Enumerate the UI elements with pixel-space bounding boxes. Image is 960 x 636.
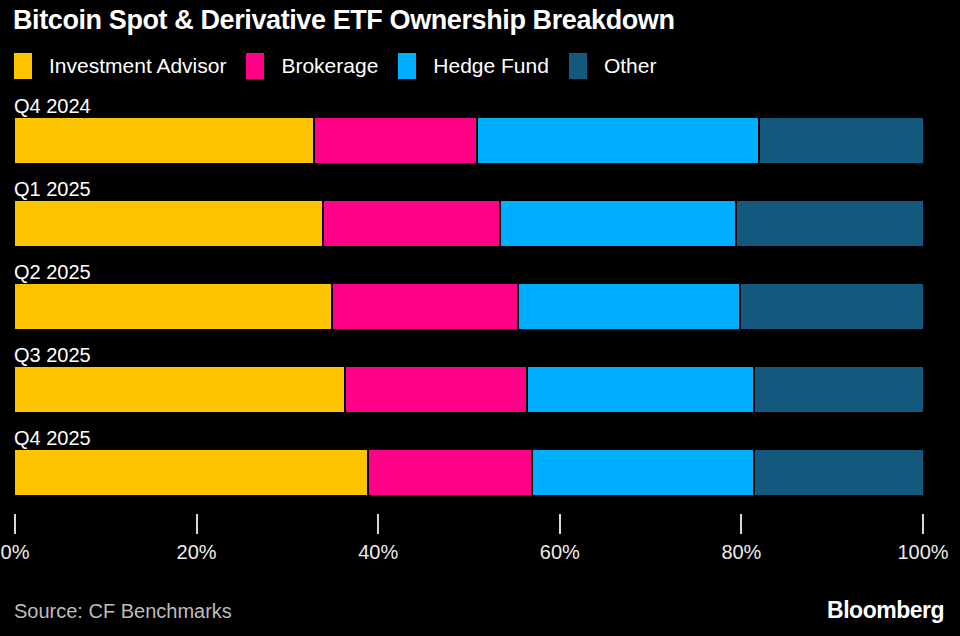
axis-tick-label: 80% [721,541,761,564]
bar-segment-investment-advisor [15,367,346,412]
bar-row: Q4 2025 [0,427,960,495]
axis-tick-label: 40% [358,541,398,564]
legend-swatch-hedge-fund [398,53,416,79]
x-axis: 0%20%40%60%80%100% [15,514,923,576]
axis-tick [14,514,16,534]
chart-panel: Bitcoin Spot & Derivative ETF Ownership … [0,0,960,636]
bar-row: Q3 2025 [0,344,960,412]
legend-label: Brokerage [281,54,378,78]
bar-row: Q1 2025 [0,178,960,246]
category-label: Q2 2025 [0,261,960,284]
legend-swatch-other [569,53,587,79]
bar-segment-hedge-fund [519,284,741,329]
bar-segment-investment-advisor [15,450,369,495]
bar-segment-hedge-fund [533,450,755,495]
footer: Source: CF Benchmarks Bloomberg [14,597,944,624]
bar-segment-hedge-fund [528,367,755,412]
stacked-bar [15,118,923,163]
bar-segment-brokerage [324,201,501,246]
category-label: Q3 2025 [0,344,960,367]
category-label: Q4 2025 [0,427,960,450]
axis-tick [922,514,924,534]
legend-item-other: Other [569,53,657,79]
axis-tick-label: 100% [897,541,948,564]
bar-segment-investment-advisor [15,201,324,246]
bar-segment-brokerage [346,367,528,412]
bar-segment-brokerage [333,284,519,329]
legend-item-investment-advisor: Investment Advisor [14,53,226,79]
bar-segment-investment-advisor [15,284,333,329]
axis-tick [377,514,379,534]
axis-tick [196,514,198,534]
bar-segment-hedge-fund [478,118,759,163]
bar-row: Q4 2024 [0,95,960,163]
bar-segment-brokerage [369,450,532,495]
bar-segment-investment-advisor [15,118,315,163]
chart-title: Bitcoin Spot & Derivative ETF Ownership … [13,5,675,36]
stacked-bar [15,201,923,246]
category-label: Q1 2025 [0,178,960,201]
bar-segment-other [755,367,923,412]
axis-tick-label: 0% [1,541,30,564]
stacked-bar [15,284,923,329]
legend-swatch-brokerage [246,53,264,79]
legend: Investment Advisor Brokerage Hedge Fund Oth… [14,53,676,79]
bar-segment-brokerage [315,118,478,163]
bar-segment-other [737,201,923,246]
axis-tick [740,514,742,534]
legend-label: Hedge Fund [433,54,549,78]
bar-segment-other [755,450,923,495]
bar-segment-other [741,284,923,329]
category-label: Q4 2024 [0,95,960,118]
bloomberg-logo: Bloomberg [827,597,944,624]
axis-tick-label: 20% [177,541,217,564]
bar-row: Q2 2025 [0,261,960,329]
legend-label: Investment Advisor [49,54,226,78]
legend-swatch-investment-advisor [14,53,32,79]
legend-item-brokerage: Brokerage [246,53,378,79]
source-text: Source: CF Benchmarks [14,600,232,623]
axis-tick [559,514,561,534]
bar-segment-other [760,118,923,163]
stacked-bar [15,367,923,412]
bar-segment-hedge-fund [501,201,737,246]
bar-rows: Q4 2024 Q1 2025 Q2 2025 Q3 2025 Q4 2025 [0,95,960,510]
stacked-bar [15,450,923,495]
axis-tick-label: 60% [540,541,580,564]
legend-label: Other [604,54,657,78]
legend-item-hedge-fund: Hedge Fund [398,53,549,79]
